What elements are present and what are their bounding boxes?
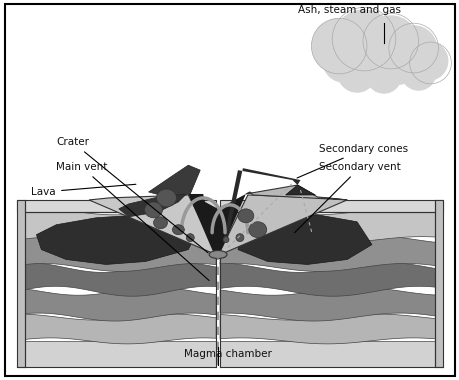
- Text: Lava: Lava: [31, 184, 135, 197]
- Polygon shape: [219, 263, 435, 296]
- Polygon shape: [24, 209, 216, 242]
- Ellipse shape: [172, 225, 184, 235]
- Polygon shape: [219, 209, 435, 242]
- Circle shape: [322, 39, 365, 83]
- Ellipse shape: [235, 234, 243, 242]
- Polygon shape: [219, 341, 435, 367]
- Polygon shape: [24, 287, 216, 321]
- Polygon shape: [36, 212, 198, 264]
- Polygon shape: [24, 263, 216, 296]
- Polygon shape: [188, 194, 215, 256]
- Polygon shape: [89, 195, 218, 255]
- Polygon shape: [285, 185, 315, 195]
- Polygon shape: [148, 165, 200, 196]
- Text: Ash, steam and gas: Ash, steam and gas: [297, 5, 400, 15]
- Polygon shape: [246, 185, 347, 200]
- Polygon shape: [223, 168, 300, 242]
- Ellipse shape: [153, 217, 167, 229]
- Text: Main vent: Main vent: [56, 162, 208, 280]
- Polygon shape: [219, 200, 442, 212]
- Ellipse shape: [237, 209, 253, 223]
- Polygon shape: [237, 215, 371, 264]
- Ellipse shape: [223, 237, 229, 242]
- Polygon shape: [17, 200, 24, 367]
- Polygon shape: [24, 314, 216, 344]
- Text: Secondary vent: Secondary vent: [294, 162, 400, 233]
- Text: Secondary cones: Secondary cones: [297, 144, 408, 178]
- Polygon shape: [24, 341, 216, 367]
- Circle shape: [376, 41, 420, 85]
- Ellipse shape: [209, 250, 227, 258]
- Polygon shape: [219, 236, 435, 271]
- Ellipse shape: [186, 234, 194, 242]
- Circle shape: [347, 33, 399, 85]
- Ellipse shape: [156, 189, 176, 207]
- Circle shape: [389, 25, 437, 73]
- Polygon shape: [219, 287, 435, 321]
- Ellipse shape: [144, 202, 162, 218]
- Polygon shape: [219, 314, 435, 344]
- Polygon shape: [435, 200, 442, 367]
- Polygon shape: [218, 195, 347, 255]
- Text: Crater: Crater: [56, 137, 207, 253]
- Text: Magma chamber: Magma chamber: [184, 349, 271, 359]
- Circle shape: [362, 15, 418, 71]
- Circle shape: [400, 55, 436, 91]
- Polygon shape: [190, 194, 246, 258]
- Ellipse shape: [248, 222, 266, 238]
- Circle shape: [336, 53, 376, 93]
- Polygon shape: [24, 236, 216, 271]
- Circle shape: [311, 18, 366, 74]
- Circle shape: [365, 58, 401, 94]
- Polygon shape: [17, 200, 216, 212]
- Circle shape: [331, 10, 395, 73]
- Circle shape: [408, 41, 448, 81]
- Polygon shape: [118, 182, 188, 217]
